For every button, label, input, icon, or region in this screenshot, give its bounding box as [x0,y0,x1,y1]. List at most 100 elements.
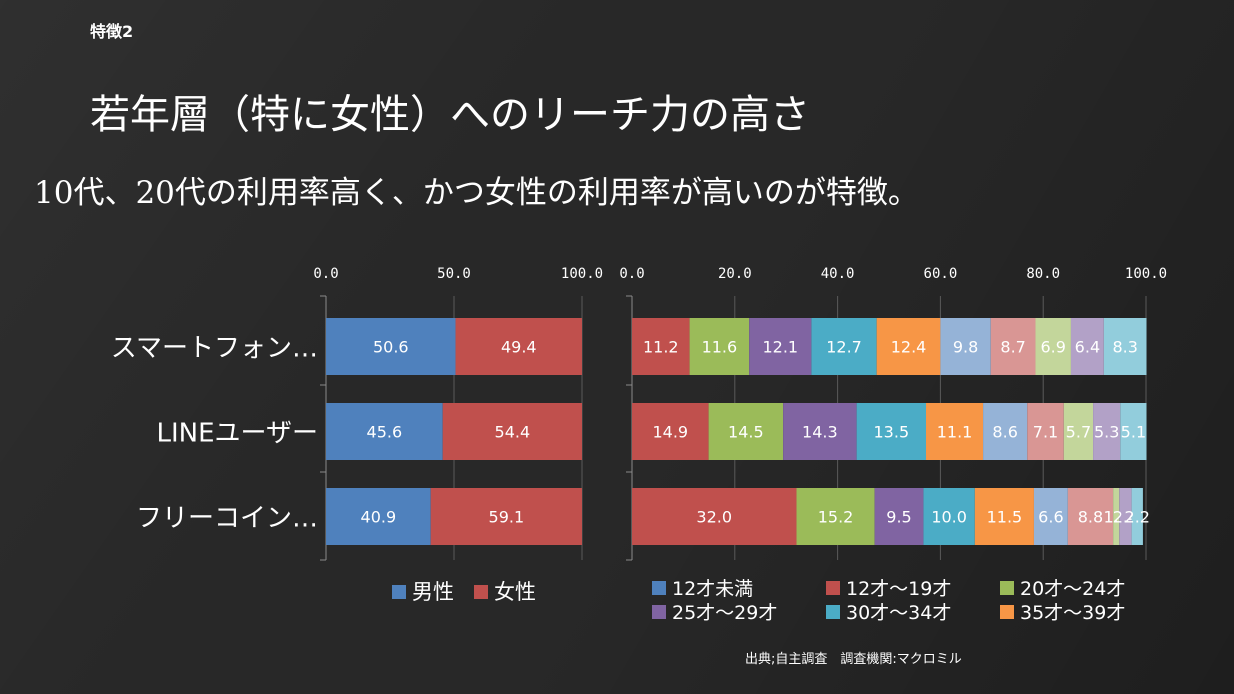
data-label: 9.8 [953,338,978,357]
bar-segment [856,403,927,460]
bar-segment [874,488,924,545]
bar-segment [811,318,877,375]
legend-label: 12才未満 [672,578,753,600]
data-label: 6.6 [1038,508,1063,527]
legend-swatch [392,585,406,599]
bar-segment [430,488,582,545]
tick-label: 0.0 [313,266,338,282]
data-label: 12.7 [826,338,862,357]
slide-title: 若年層（特に女性）へのリーチ力の高さ [90,92,810,138]
legend-label: 20才～24才 [1020,578,1125,600]
legend-swatch [1000,605,1014,619]
bar-segment [974,488,1034,545]
slide-subtitle: 10代、20代の利用率高く、かつ女性の利用率が高いのが特徴。 [34,175,919,211]
legend-swatch [652,581,666,595]
bar-segment [632,488,797,545]
data-label: 32.0 [696,508,732,527]
data-label: 10.0 [931,508,967,527]
legend-label: 25才～29才 [672,602,777,624]
legend-label: 30才～34才 [846,602,951,624]
tick-label: 100.0 [561,266,603,282]
bar-segment [749,318,812,375]
data-label: 59.1 [489,508,525,527]
bar-segment [983,403,1028,460]
data-label: 2.2 [1125,508,1150,527]
data-label: 5.1 [1121,423,1146,442]
bar-segment [1067,488,1114,545]
tick-label: 0.0 [619,266,644,282]
data-label: 45.6 [367,423,403,442]
data-label: 6.9 [1040,338,1065,357]
slide-tag: 特徴2 [90,22,134,41]
bar-segment [1035,318,1071,375]
data-label: 14.9 [652,423,688,442]
bar-segment [632,403,709,460]
bar-segment [632,318,690,375]
data-label: 54.4 [495,423,531,442]
legend-label: 女性 [494,580,536,604]
data-label: 13.5 [874,423,910,442]
bar-segment [1033,488,1068,545]
data-label: 11.5 [987,508,1023,527]
bar-segment [926,403,984,460]
bar-segment [1027,403,1064,460]
bar-segment [1063,403,1094,460]
source-note: 出典;自主調査 調査機関:マクロミル [745,652,962,667]
bar-segment [923,488,975,545]
legend-swatch [652,605,666,619]
data-label: 8.6 [992,423,1017,442]
bar-segment [689,318,750,375]
data-label: 9.5 [886,508,911,527]
data-label: 15.2 [818,508,854,527]
tick-label: 20.0 [718,266,752,282]
data-label: 14.5 [728,423,764,442]
data-label: 11.2 [643,338,679,357]
category-label: LINEユーザー [156,419,318,449]
bar-segment [326,318,456,375]
bar-segment [455,318,582,375]
legend-swatch [1000,581,1014,595]
bar-segment [876,318,941,375]
data-label: 14.3 [802,423,838,442]
bar-segment [326,488,431,545]
tick-label: 100.0 [1125,266,1167,282]
bar-segment [940,318,991,375]
data-label: 40.9 [361,508,397,527]
legend-label: 35才～39才 [1020,602,1125,624]
bar-segment [1113,488,1120,545]
tick-label: 40.0 [821,266,855,282]
data-label: 8.3 [1112,338,1137,357]
legend-label: 12才～19才 [846,578,951,600]
data-label: 49.4 [501,338,537,357]
tick-label: 50.0 [437,266,471,282]
data-label: 11.1 [937,423,973,442]
legend-swatch [826,605,840,619]
bar-segment [783,403,857,460]
bar-segment [1119,488,1132,545]
bar-segment [1131,488,1143,545]
bar-segment [1070,318,1104,375]
bar-segment [1103,318,1147,375]
bar-segment [1120,403,1147,460]
bar-segment [1093,403,1121,460]
legend-swatch [826,581,840,595]
tick-label: 60.0 [924,266,958,282]
legend-label: 男性 [412,580,454,604]
legend-swatch [474,585,488,599]
bar-segment [796,488,875,545]
data-label: 12.4 [891,338,927,357]
bar-segment [708,403,784,460]
data-label: 12.1 [762,338,798,357]
data-label: 11.6 [702,338,738,357]
data-label: 6.4 [1075,338,1100,357]
data-label: 5.3 [1094,423,1119,442]
data-label: 8.8 [1078,508,1103,527]
bar-segment [990,318,1036,375]
bar-segment [442,403,582,460]
tick-label: 80.0 [1026,266,1060,282]
data-label: 5.7 [1066,423,1091,442]
category-label: スマートフォン… [111,334,318,364]
category-label: フリーコイン… [136,504,318,534]
data-label: 50.6 [373,338,409,357]
